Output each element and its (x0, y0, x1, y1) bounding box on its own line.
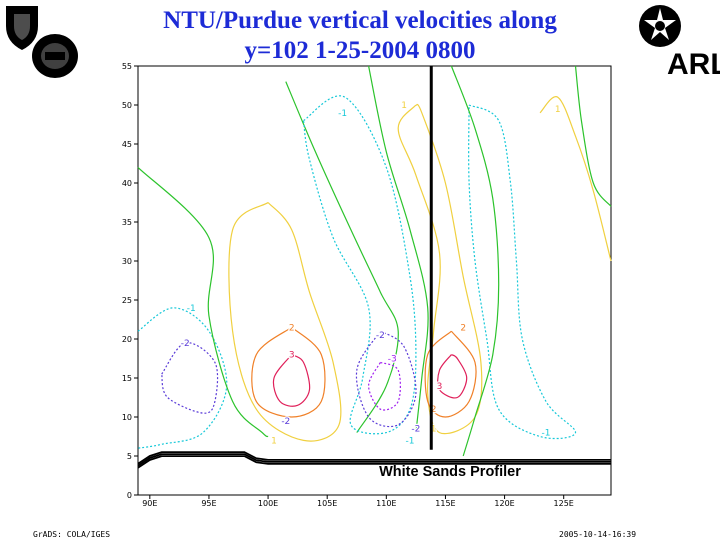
contour-label: -2 (181, 339, 190, 349)
contour-label: -2 (376, 331, 385, 341)
contour-line (251, 326, 326, 418)
y-tick-label: 0 (127, 491, 132, 500)
x-tick-label: 125E (554, 499, 574, 508)
contour-line (397, 103, 483, 435)
contour-label: -2 (411, 425, 420, 435)
arl-logo-text: ARL (667, 48, 720, 78)
contour-label: -2 (281, 417, 290, 427)
arl-logo: ARL (667, 48, 720, 78)
contour-label: -1 (338, 109, 347, 119)
contour-line (228, 201, 342, 442)
y-tick-label: 15 (122, 374, 132, 383)
y-tick-label: 5 (127, 452, 132, 461)
footer-timestamp: 2005-10-14-16:39 (559, 530, 637, 539)
y-tick-label: 10 (122, 413, 132, 422)
contour-line (137, 166, 269, 438)
contour-label: 1 (401, 101, 407, 111)
contour-line (367, 361, 401, 411)
y-tick-label: 30 (122, 257, 132, 266)
contour-line (272, 354, 311, 407)
contour-line (285, 81, 399, 433)
contour-label: -1 (187, 304, 196, 314)
contour-line (424, 330, 477, 418)
round-seal-logo (32, 34, 78, 78)
contour-label: 3 (437, 382, 443, 392)
contour-label: 1 (555, 105, 561, 115)
contour-line (302, 95, 417, 435)
x-tick-label: 100E (258, 499, 278, 508)
contour-line (437, 354, 468, 399)
shield-emblem-logo (6, 6, 38, 50)
page-title-line-2: y=102 1-25-2004 0800 (244, 37, 476, 64)
terrain-line (137, 453, 611, 467)
contour-label: 1 (431, 425, 437, 435)
contour-line (468, 104, 577, 440)
contour-line (450, 65, 500, 457)
x-tick-label: 105E (317, 499, 337, 508)
x-tick-label: 95E (201, 499, 216, 508)
contour-label: -1 (541, 429, 550, 439)
y-tick-label: 20 (122, 335, 132, 344)
contour-line (161, 342, 219, 414)
contour-label: -1 (405, 436, 414, 446)
contour-label: 2 (289, 323, 295, 333)
terrain-line (137, 451, 611, 465)
contour-label: 3 (289, 351, 295, 361)
plot-frame (137, 65, 612, 496)
y-tick-label: 25 (122, 296, 132, 305)
footer-credit: GrADS: COLA/IGES (33, 530, 111, 539)
contour-line (574, 65, 612, 207)
contour-line (368, 65, 429, 433)
y-tick-label: 55 (122, 62, 132, 71)
contour-line (355, 330, 417, 428)
contour-label: 2 (460, 323, 466, 333)
x-tick-label: 115E (435, 499, 455, 508)
contour-label: 1 (271, 436, 277, 446)
terrain-line (137, 455, 611, 469)
y-tick-label: 50 (122, 101, 132, 110)
x-tick-label: 90E (142, 499, 157, 508)
page-title-line-1: NTU/Purdue vertical velocities along (163, 7, 557, 34)
contour-label: -3 (388, 355, 397, 365)
x-tick-label: 120E (494, 499, 514, 508)
y-tick-label: 40 (122, 179, 132, 188)
contour-line (539, 96, 612, 262)
y-tick-label: 35 (122, 218, 132, 227)
contour-line (137, 307, 228, 449)
star-seal-logo (639, 5, 681, 47)
profiler-label: White Sands Profiler (379, 464, 521, 480)
x-tick-label: 110E (376, 499, 396, 508)
y-tick-label: 45 (122, 140, 132, 149)
contour-label: 2 (431, 405, 437, 415)
